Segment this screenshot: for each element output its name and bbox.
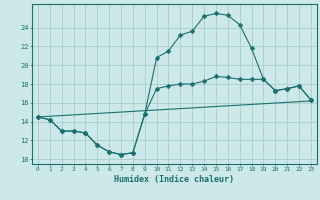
X-axis label: Humidex (Indice chaleur): Humidex (Indice chaleur) [115,175,234,184]
